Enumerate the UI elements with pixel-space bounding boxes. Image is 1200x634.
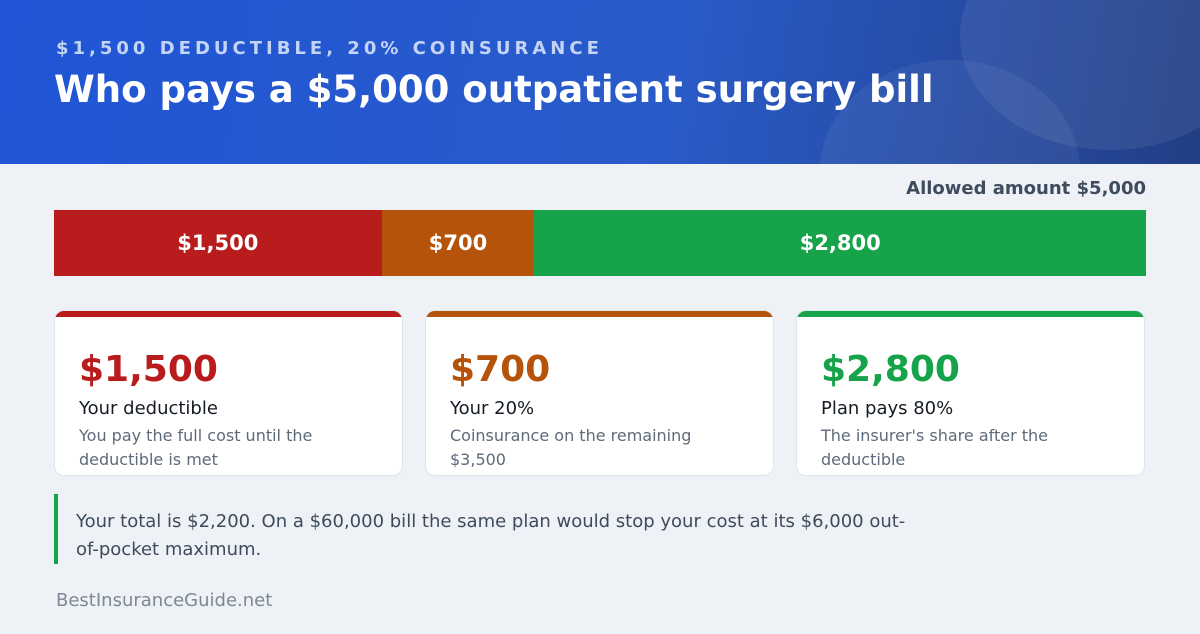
card-coinsurance: $700 Your 20% Coinsurance on the remaini…	[425, 310, 774, 476]
card-label: Plan pays 80%	[821, 398, 954, 419]
card-amount: $700	[450, 349, 551, 390]
card-amount: $2,800	[821, 349, 960, 390]
page-title: Who pays a $5,000 outpatient surgery bil…	[54, 68, 934, 111]
allowed-amount-label: Allowed amount $5,000	[906, 178, 1146, 199]
kicker-text: $1,500 DEDUCTIBLE, 20% COINSURANCE	[56, 38, 603, 59]
card-plan-share: $2,800 Plan pays 80% The insurer's share…	[796, 310, 1145, 476]
card-label: Your 20%	[450, 398, 535, 419]
card-accent-line	[55, 311, 402, 317]
bar-segment-coinsurance: $700	[381, 210, 535, 276]
summary-note: Your total is $2,200. On a $60,000 bill …	[54, 494, 934, 564]
header-banner: $1,500 DEDUCTIBLE, 20% COINSURANCE Who p…	[0, 0, 1200, 164]
summary-note-text: Your total is $2,200. On a $60,000 bill …	[76, 511, 906, 560]
card-deductible: $1,500 Your deductible You pay the full …	[54, 310, 403, 476]
bar-segment-plan: $2,800	[534, 210, 1146, 276]
card-accent-line	[426, 311, 773, 317]
bar-segment-deductible: $1,500	[54, 210, 382, 276]
footer-site-name: BestInsuranceGuide.net	[56, 590, 273, 611]
card-description: Coinsurance on the remaining $3,500	[450, 426, 692, 469]
card-accent-line	[797, 311, 1144, 317]
card-description: You pay the full cost until the deductib…	[79, 426, 313, 469]
cost-split-bar: $1,500 $700 $2,800	[54, 210, 1146, 276]
card-label: Your deductible	[79, 398, 218, 419]
card-amount: $1,500	[79, 349, 218, 390]
card-description: The insurer's share after the deductible	[821, 426, 1049, 469]
